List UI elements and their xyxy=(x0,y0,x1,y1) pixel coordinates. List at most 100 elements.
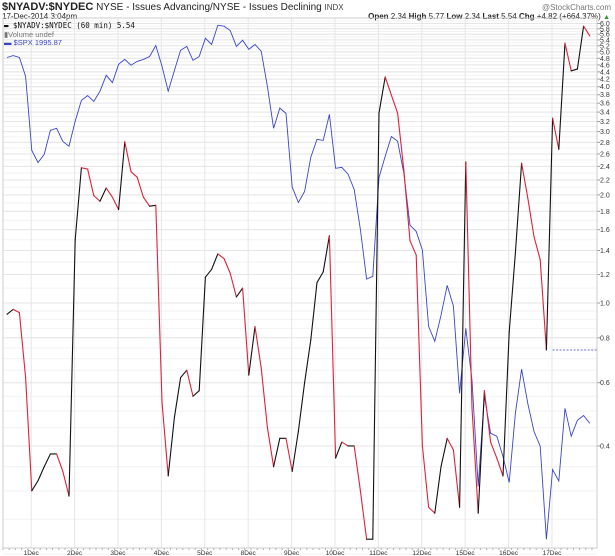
chg-label: Chg xyxy=(518,12,535,21)
symbol: $NYADV:$NYDEC xyxy=(2,1,94,13)
ratio-segment-up xyxy=(459,161,467,508)
y-tick-label: 1.2 xyxy=(600,272,610,279)
up-arrow-icon: ▲ xyxy=(603,14,610,21)
ratio-segment-up xyxy=(372,112,380,540)
ratio-segment-up xyxy=(192,390,200,397)
ratio-segment-up xyxy=(502,331,510,477)
ratio-segment-up xyxy=(198,276,206,392)
y-tick-label: 4.2 xyxy=(600,77,610,84)
ratio-segment-up xyxy=(440,437,448,468)
datetime: 17-Dec-2014 3:04pm xyxy=(2,12,78,21)
low-value: 2.34 xyxy=(464,12,481,21)
open-value: 2.34 xyxy=(390,12,407,21)
x-tick-label: 5Dec xyxy=(197,550,213,556)
open-label: Open xyxy=(368,12,389,21)
ratio-segment-down xyxy=(415,254,423,447)
ratio-segment-down xyxy=(403,169,411,242)
y-tick-label: 5.4 xyxy=(600,37,610,44)
ratio-segment-down xyxy=(328,235,337,459)
y-tick-label: 4.8 xyxy=(600,56,610,63)
ratio-segment-down xyxy=(483,390,492,443)
x-tick-label: 10Dec xyxy=(326,550,346,556)
chg-value: +4.82 (+664.37%) xyxy=(536,12,601,21)
ratio-segment-up xyxy=(180,369,188,379)
high-label: High xyxy=(408,12,427,21)
ratio-segment-up xyxy=(31,480,39,492)
x-tick-label: 3Dec xyxy=(110,550,126,556)
legend-volume: ▮Volume undef xyxy=(4,30,55,39)
y-tick-label: 3.6 xyxy=(600,101,610,108)
ratio-segment-down xyxy=(266,427,275,468)
ratio-segment-down xyxy=(533,236,541,261)
y-tick-label: 2.8 xyxy=(600,140,610,147)
y-tick-label: 3.4 xyxy=(600,110,610,117)
ratio-segment-down xyxy=(12,308,20,314)
ratio-segment-down xyxy=(217,253,225,260)
ratio-segment-up xyxy=(310,282,318,341)
ratio-segment-up xyxy=(273,437,281,468)
y-tick-label: 0.8 xyxy=(600,335,610,342)
ratio-segment-down xyxy=(142,196,151,207)
high-value: 5.77 xyxy=(428,12,445,21)
ratio-segment-up xyxy=(37,466,45,482)
y-tick-label: 5.0 xyxy=(600,49,610,56)
last-value: 5.54 xyxy=(501,12,517,21)
ratio-segment-down xyxy=(397,112,405,171)
ratio-segment-down xyxy=(18,312,27,379)
ratio-segment-down xyxy=(62,470,70,497)
ratio-segment-down xyxy=(384,76,392,96)
y-tick-label: 3.0 xyxy=(600,129,610,136)
x-tick-label: 4Dec xyxy=(154,550,170,556)
ratio-segment-up xyxy=(211,253,219,270)
ratio-segment-down xyxy=(446,437,454,451)
ratio-segment-down xyxy=(341,441,349,447)
ratio-segment-down xyxy=(124,141,132,173)
ratio-segment-up xyxy=(167,416,175,477)
ratio-segment-down xyxy=(260,367,268,429)
ratio-segment-up xyxy=(43,453,51,468)
x-tick-label: 15Dec xyxy=(456,550,476,556)
ratio-segment-down xyxy=(359,490,368,540)
y-tick-label: 2.2 xyxy=(600,178,610,185)
ratio-segment-up xyxy=(304,339,312,384)
ratio-segment-down xyxy=(80,167,89,170)
ratio-segment-down xyxy=(471,407,479,514)
x-tick-label: 16Dec xyxy=(499,550,519,556)
y-tick-label: 4.6 xyxy=(600,62,610,69)
ratio-segment-up xyxy=(576,25,585,70)
ratio-segment-down xyxy=(229,272,237,298)
ratio-segment-down xyxy=(490,441,498,459)
x-tick-label: 1Dec xyxy=(24,550,40,556)
legend-ratio-label: $NYADV:$NYDEC (60 min) 5.54 xyxy=(13,21,135,30)
ratio-segment-up xyxy=(514,162,523,254)
x-tick-label: 8Dec xyxy=(241,550,257,556)
y-tick-label: 1.8 xyxy=(600,209,610,216)
y-tick-label: 4.4 xyxy=(600,69,610,76)
ratio-segment-up xyxy=(477,390,485,514)
y-tick-label: 4.0 xyxy=(600,84,610,91)
ratio-segment-up xyxy=(118,141,126,211)
ratio-segment-up xyxy=(508,252,516,333)
ratio-segment-down xyxy=(552,117,560,150)
ratio-segment-down xyxy=(452,449,461,508)
x-tick-label: 17Dec xyxy=(543,550,563,556)
ratio-segment-up xyxy=(434,466,442,514)
ratio-segment-down xyxy=(254,325,262,369)
ratio-segment-down xyxy=(539,259,547,351)
ratio-segment-down xyxy=(421,445,430,508)
ratio-segment-up xyxy=(545,117,554,351)
y-tick-label: 5.6 xyxy=(600,32,610,39)
ratio-segment-down xyxy=(56,453,64,472)
ratio-segment-up xyxy=(291,430,299,472)
ratio-segment-down xyxy=(564,42,572,72)
ratio-segment-down xyxy=(242,287,250,376)
brand: @StockCharts.com xyxy=(541,3,611,12)
y-tick-label: 3.2 xyxy=(600,119,610,126)
ratio-segment-down xyxy=(105,187,113,198)
ratio-segment-down xyxy=(409,240,417,256)
y-tick-label: 2.4 xyxy=(600,164,610,171)
ratio-segment-down xyxy=(186,369,194,397)
legend-ratio: ▬ $NYADV:$NYDEC (60 min) 5.54 xyxy=(4,21,135,30)
ratio-segment-down xyxy=(25,377,33,492)
